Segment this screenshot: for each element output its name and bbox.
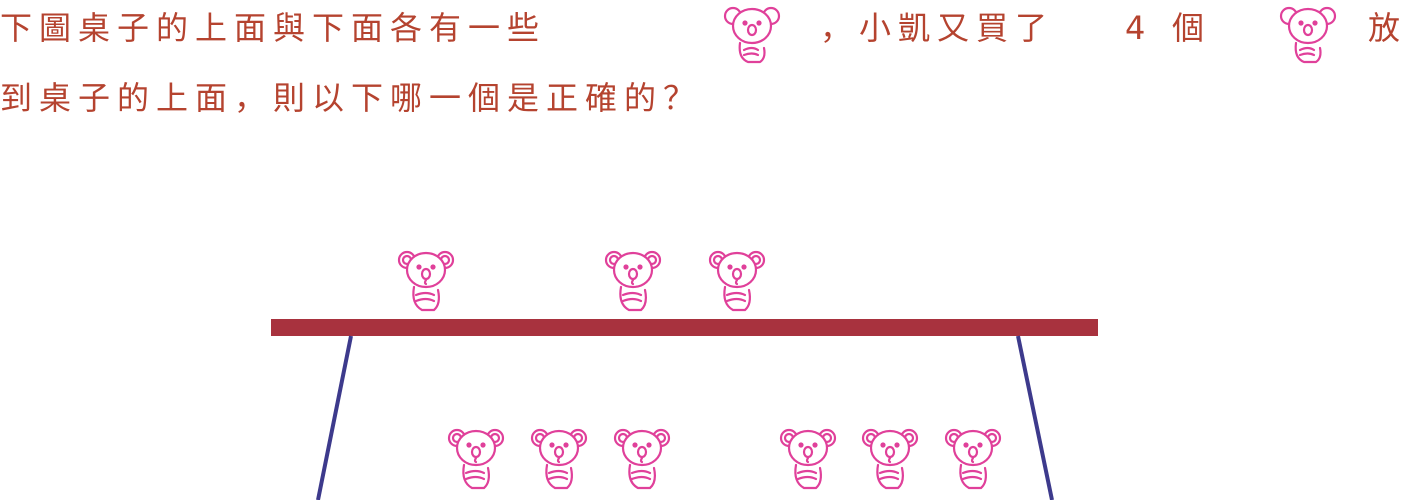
question-line1-part1: 下圖桌子的上面與下面各有一些 [0,9,547,47]
table-leg-left [316,335,353,500]
koala-on-table [708,250,766,312]
koala-icon [1278,2,1338,72]
question-line1-part4: 放 [1368,9,1401,47]
koala-under-table [447,428,505,490]
question-line2: 到桌子的上面，則以下哪一個是正確的？ [0,79,703,117]
table-leg-right [1016,335,1054,500]
koala-under-table [861,428,919,490]
question-line1-part3: 個 [1172,9,1205,47]
koala-under-table [613,428,671,490]
koala-icon [722,2,782,72]
koala-under-table [944,428,1002,490]
question-line1-number: 4 [1125,9,1146,47]
koala-on-table [604,250,662,312]
koala-on-table [397,250,455,312]
question-line1-part2: ，小凱又買了 [820,9,1055,47]
table-top [271,319,1098,336]
koala-under-table [779,428,837,490]
koala-under-table [530,428,588,490]
